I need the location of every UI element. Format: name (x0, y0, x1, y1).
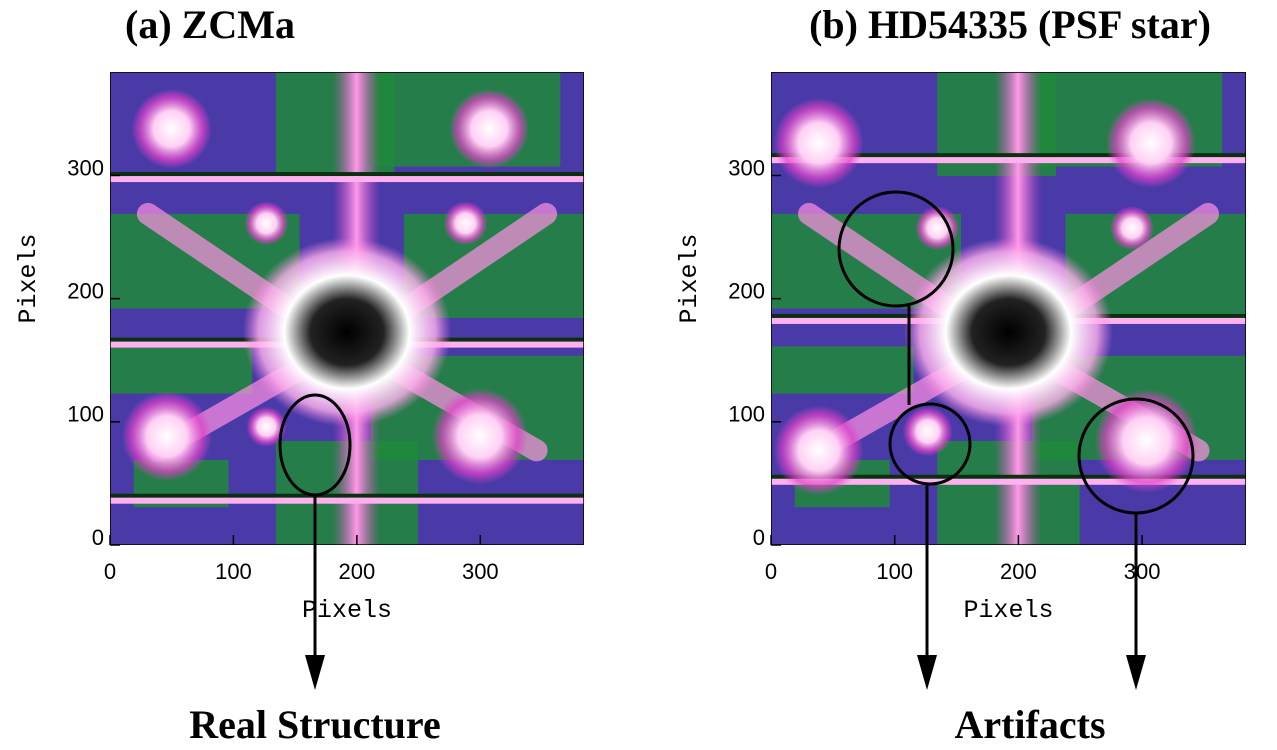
callout: Artifacts (954, 702, 1105, 747)
blob (244, 201, 288, 245)
y-axis-label: Pixels (675, 233, 704, 323)
x-tick-label: 100 (215, 559, 252, 584)
x-tick-label: 100 (876, 559, 913, 584)
blob (444, 201, 488, 245)
x-tick-label: 0 (104, 559, 116, 584)
x-axis-label: Pixels (963, 596, 1053, 625)
blob (774, 405, 864, 495)
patch (110, 346, 252, 393)
arrowhead (917, 655, 937, 690)
arrowhead (305, 655, 325, 690)
figure: (a) ZCMa (b) HD54335 (PSF star) Real Str… (0, 0, 1277, 750)
blob (432, 388, 528, 484)
panel-title: (a) ZCMa (125, 2, 295, 47)
blob (122, 391, 212, 481)
y-tick-label: 300 (728, 155, 765, 180)
x-axis-label: Pixels (302, 596, 392, 625)
arrowheads (305, 655, 1146, 690)
patch (771, 346, 914, 393)
blob (132, 89, 212, 169)
arrowhead (1126, 655, 1146, 690)
blob (774, 98, 864, 188)
callout: Real Structure (189, 702, 440, 747)
stripe-dark (110, 172, 584, 176)
x-tick-label: 0 (765, 559, 777, 584)
y-axis-label: Pixels (14, 233, 43, 323)
y-tick-label: 300 (67, 155, 104, 180)
y-tick-label: 200 (728, 278, 765, 303)
stripe-dark (110, 494, 584, 498)
y-tick-label: 0 (753, 525, 765, 550)
stripe (110, 498, 584, 504)
x-tick-label: 200 (339, 559, 376, 584)
y-tick-label: 100 (67, 402, 104, 427)
core (243, 238, 452, 427)
panel-title: (b) HD54335 (PSF star) (809, 2, 1211, 47)
y-tick-label: 0 (92, 525, 104, 550)
image (771, 72, 1246, 545)
blob (903, 406, 953, 456)
y-tick-label: 200 (67, 278, 104, 303)
x-tick-label: 300 (1124, 559, 1161, 584)
y-tick-label: 100 (728, 402, 765, 427)
stripe (110, 176, 584, 182)
image (110, 72, 584, 545)
blob (1106, 98, 1196, 188)
core (904, 238, 1113, 427)
blob (1110, 206, 1154, 250)
x-tick-label: 200 (1000, 559, 1037, 584)
blob (449, 89, 529, 169)
x-tick-label: 300 (462, 559, 499, 584)
